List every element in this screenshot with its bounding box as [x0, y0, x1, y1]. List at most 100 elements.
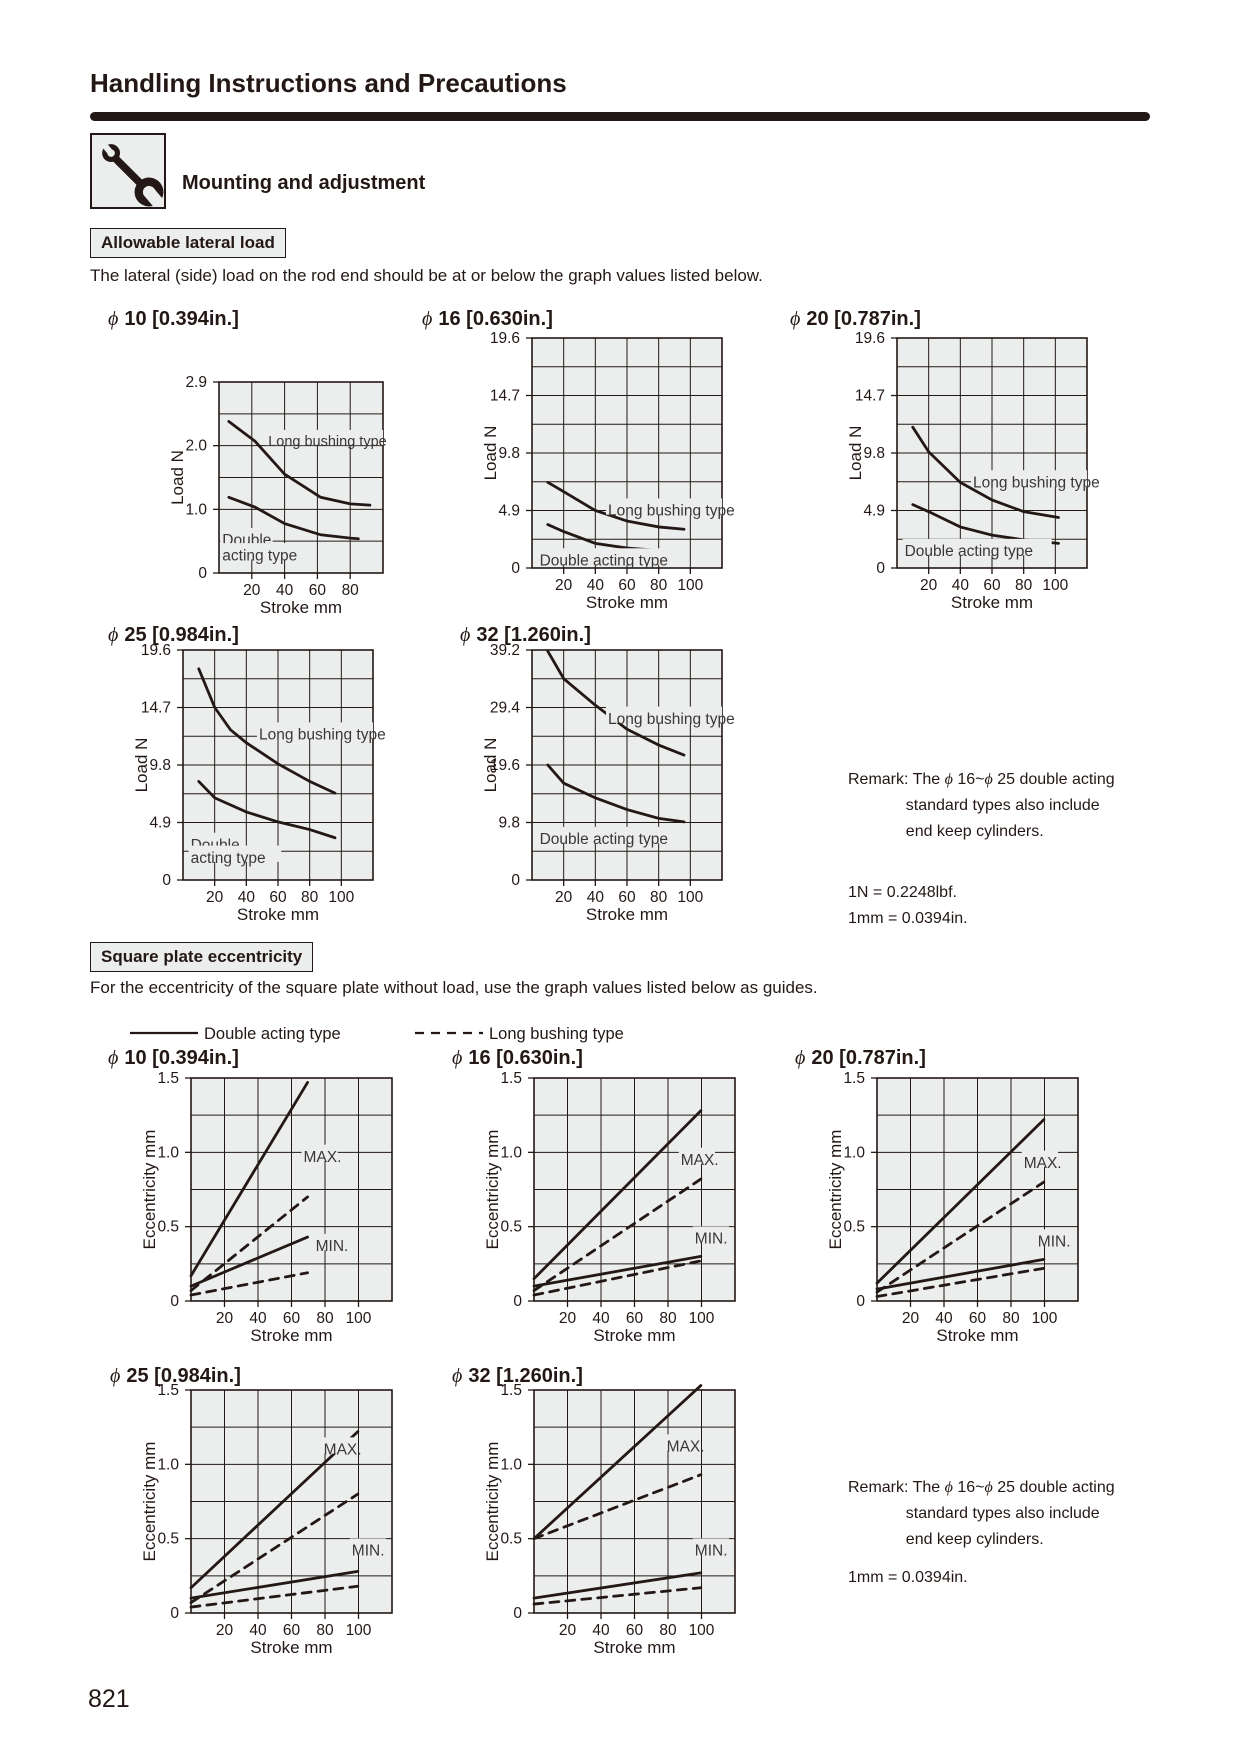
svg-text:Eccentricity mm: Eccentricity mm	[143, 1130, 159, 1250]
svg-text:100: 100	[677, 889, 703, 906]
svg-text:Double acting type: Double acting type	[204, 1025, 341, 1043]
svg-text:MIN.: MIN.	[695, 1543, 728, 1560]
svg-text:20: 20	[216, 1622, 234, 1639]
svg-text:60: 60	[969, 1310, 987, 1327]
svg-text:60: 60	[269, 889, 287, 906]
svg-text:0: 0	[511, 872, 520, 889]
svg-text:Stroke mm: Stroke mm	[260, 598, 342, 617]
svg-text:Load N: Load N	[484, 738, 500, 793]
svg-text:2.9: 2.9	[185, 376, 207, 391]
svg-text:80: 80	[659, 1622, 677, 1639]
svg-text:100: 100	[677, 577, 703, 594]
svg-text:Eccentricity mm: Eccentricity mm	[829, 1130, 845, 1250]
svg-text:60: 60	[283, 1310, 301, 1327]
svg-text:20: 20	[902, 1310, 920, 1327]
svg-text:Load N: Load N	[849, 426, 865, 481]
svg-text:Eccentricity mm: Eccentricity mm	[486, 1442, 502, 1562]
svg-text:40: 40	[249, 1310, 267, 1327]
svg-text:20: 20	[920, 577, 938, 594]
svg-text:acting type: acting type	[222, 547, 297, 564]
svg-text:100: 100	[346, 1622, 372, 1639]
svg-text:20: 20	[559, 1622, 577, 1639]
svg-text:2.0: 2.0	[185, 438, 207, 455]
svg-text:Long bushing type: Long bushing type	[489, 1025, 624, 1043]
svg-text:Stroke mm: Stroke mm	[250, 1326, 332, 1345]
svg-text:Stroke mm: Stroke mm	[593, 1326, 675, 1345]
svg-text:1.5: 1.5	[157, 1384, 179, 1399]
svg-text:MAX.: MAX.	[1024, 1155, 1062, 1172]
svg-text:100: 100	[1032, 1310, 1058, 1327]
svg-text:0: 0	[513, 1605, 522, 1622]
svg-text:100: 100	[689, 1310, 715, 1327]
svg-text:Stroke mm: Stroke mm	[237, 905, 319, 924]
svg-text:14.7: 14.7	[141, 700, 171, 717]
svg-text:1.0: 1.0	[185, 501, 207, 518]
svg-text:40: 40	[587, 889, 605, 906]
svg-text:19.6: 19.6	[855, 332, 885, 347]
svg-text:100: 100	[1042, 577, 1068, 594]
svg-text:MIN.: MIN.	[695, 1231, 728, 1248]
svg-text:14.7: 14.7	[855, 388, 885, 405]
svg-text:MAX.: MAX.	[667, 1439, 705, 1456]
svg-text:60: 60	[983, 577, 1001, 594]
svg-text:19.6: 19.6	[490, 332, 520, 347]
svg-text:40: 40	[592, 1310, 610, 1327]
svg-text:60: 60	[618, 889, 636, 906]
svg-text:40: 40	[587, 577, 605, 594]
svg-text:80: 80	[1015, 577, 1033, 594]
svg-text:1.5: 1.5	[500, 1072, 522, 1087]
svg-text:Stroke mm: Stroke mm	[951, 593, 1033, 612]
svg-text:0.5: 0.5	[500, 1219, 522, 1236]
svg-text:40: 40	[249, 1622, 267, 1639]
svg-text:20: 20	[216, 1310, 234, 1327]
svg-text:1.5: 1.5	[843, 1072, 865, 1087]
svg-text:Stroke mm: Stroke mm	[593, 1638, 675, 1657]
svg-text:0.5: 0.5	[157, 1219, 179, 1236]
svg-text:40: 40	[935, 1310, 953, 1327]
svg-text:0.5: 0.5	[157, 1531, 179, 1548]
svg-text:80: 80	[301, 889, 319, 906]
svg-text:60: 60	[309, 582, 327, 599]
svg-text:Eccentricity mm: Eccentricity mm	[143, 1442, 159, 1562]
svg-text:80: 80	[650, 577, 668, 594]
svg-text:0: 0	[170, 1605, 179, 1622]
svg-text:20: 20	[555, 577, 573, 594]
svg-text:0.5: 0.5	[500, 1531, 522, 1548]
svg-text:80: 80	[1002, 1310, 1020, 1327]
svg-text:0: 0	[856, 1293, 865, 1310]
svg-text:MIN.: MIN.	[1038, 1234, 1071, 1251]
svg-text:0.5: 0.5	[843, 1219, 865, 1236]
svg-text:Double acting type: Double acting type	[540, 831, 668, 848]
svg-text:40: 40	[238, 889, 256, 906]
svg-text:39.2: 39.2	[490, 644, 520, 659]
svg-text:80: 80	[650, 889, 668, 906]
svg-text:0: 0	[170, 1293, 179, 1310]
svg-text:9.8: 9.8	[498, 815, 520, 832]
svg-text:1.5: 1.5	[500, 1384, 522, 1399]
svg-text:Load N: Load N	[171, 450, 187, 505]
svg-text:4.9: 4.9	[863, 503, 885, 520]
svg-text:MIN.: MIN.	[352, 1543, 385, 1560]
svg-text:acting type: acting type	[191, 850, 266, 867]
svg-text:Long bushing type: Long bushing type	[268, 434, 387, 450]
svg-text:Double acting type: Double acting type	[540, 552, 668, 569]
svg-text:Stroke mm: Stroke mm	[586, 593, 668, 612]
svg-text:20: 20	[555, 889, 573, 906]
svg-text:9.8: 9.8	[149, 757, 171, 774]
svg-text:4.9: 4.9	[498, 503, 520, 520]
svg-text:80: 80	[342, 582, 360, 599]
svg-text:60: 60	[626, 1622, 644, 1639]
svg-text:100: 100	[689, 1622, 715, 1639]
svg-text:19.6: 19.6	[141, 644, 171, 659]
svg-text:Eccentricity mm: Eccentricity mm	[486, 1130, 502, 1250]
svg-text:Long bushing type: Long bushing type	[259, 727, 386, 744]
svg-text:80: 80	[316, 1622, 334, 1639]
svg-text:100: 100	[328, 889, 354, 906]
svg-text:1.0: 1.0	[157, 1144, 179, 1161]
svg-text:0: 0	[513, 1293, 522, 1310]
svg-text:1.0: 1.0	[500, 1456, 522, 1473]
svg-text:20: 20	[559, 1310, 577, 1327]
svg-text:Stroke mm: Stroke mm	[586, 905, 668, 924]
svg-text:80: 80	[316, 1310, 334, 1327]
svg-text:1.5: 1.5	[157, 1072, 179, 1087]
